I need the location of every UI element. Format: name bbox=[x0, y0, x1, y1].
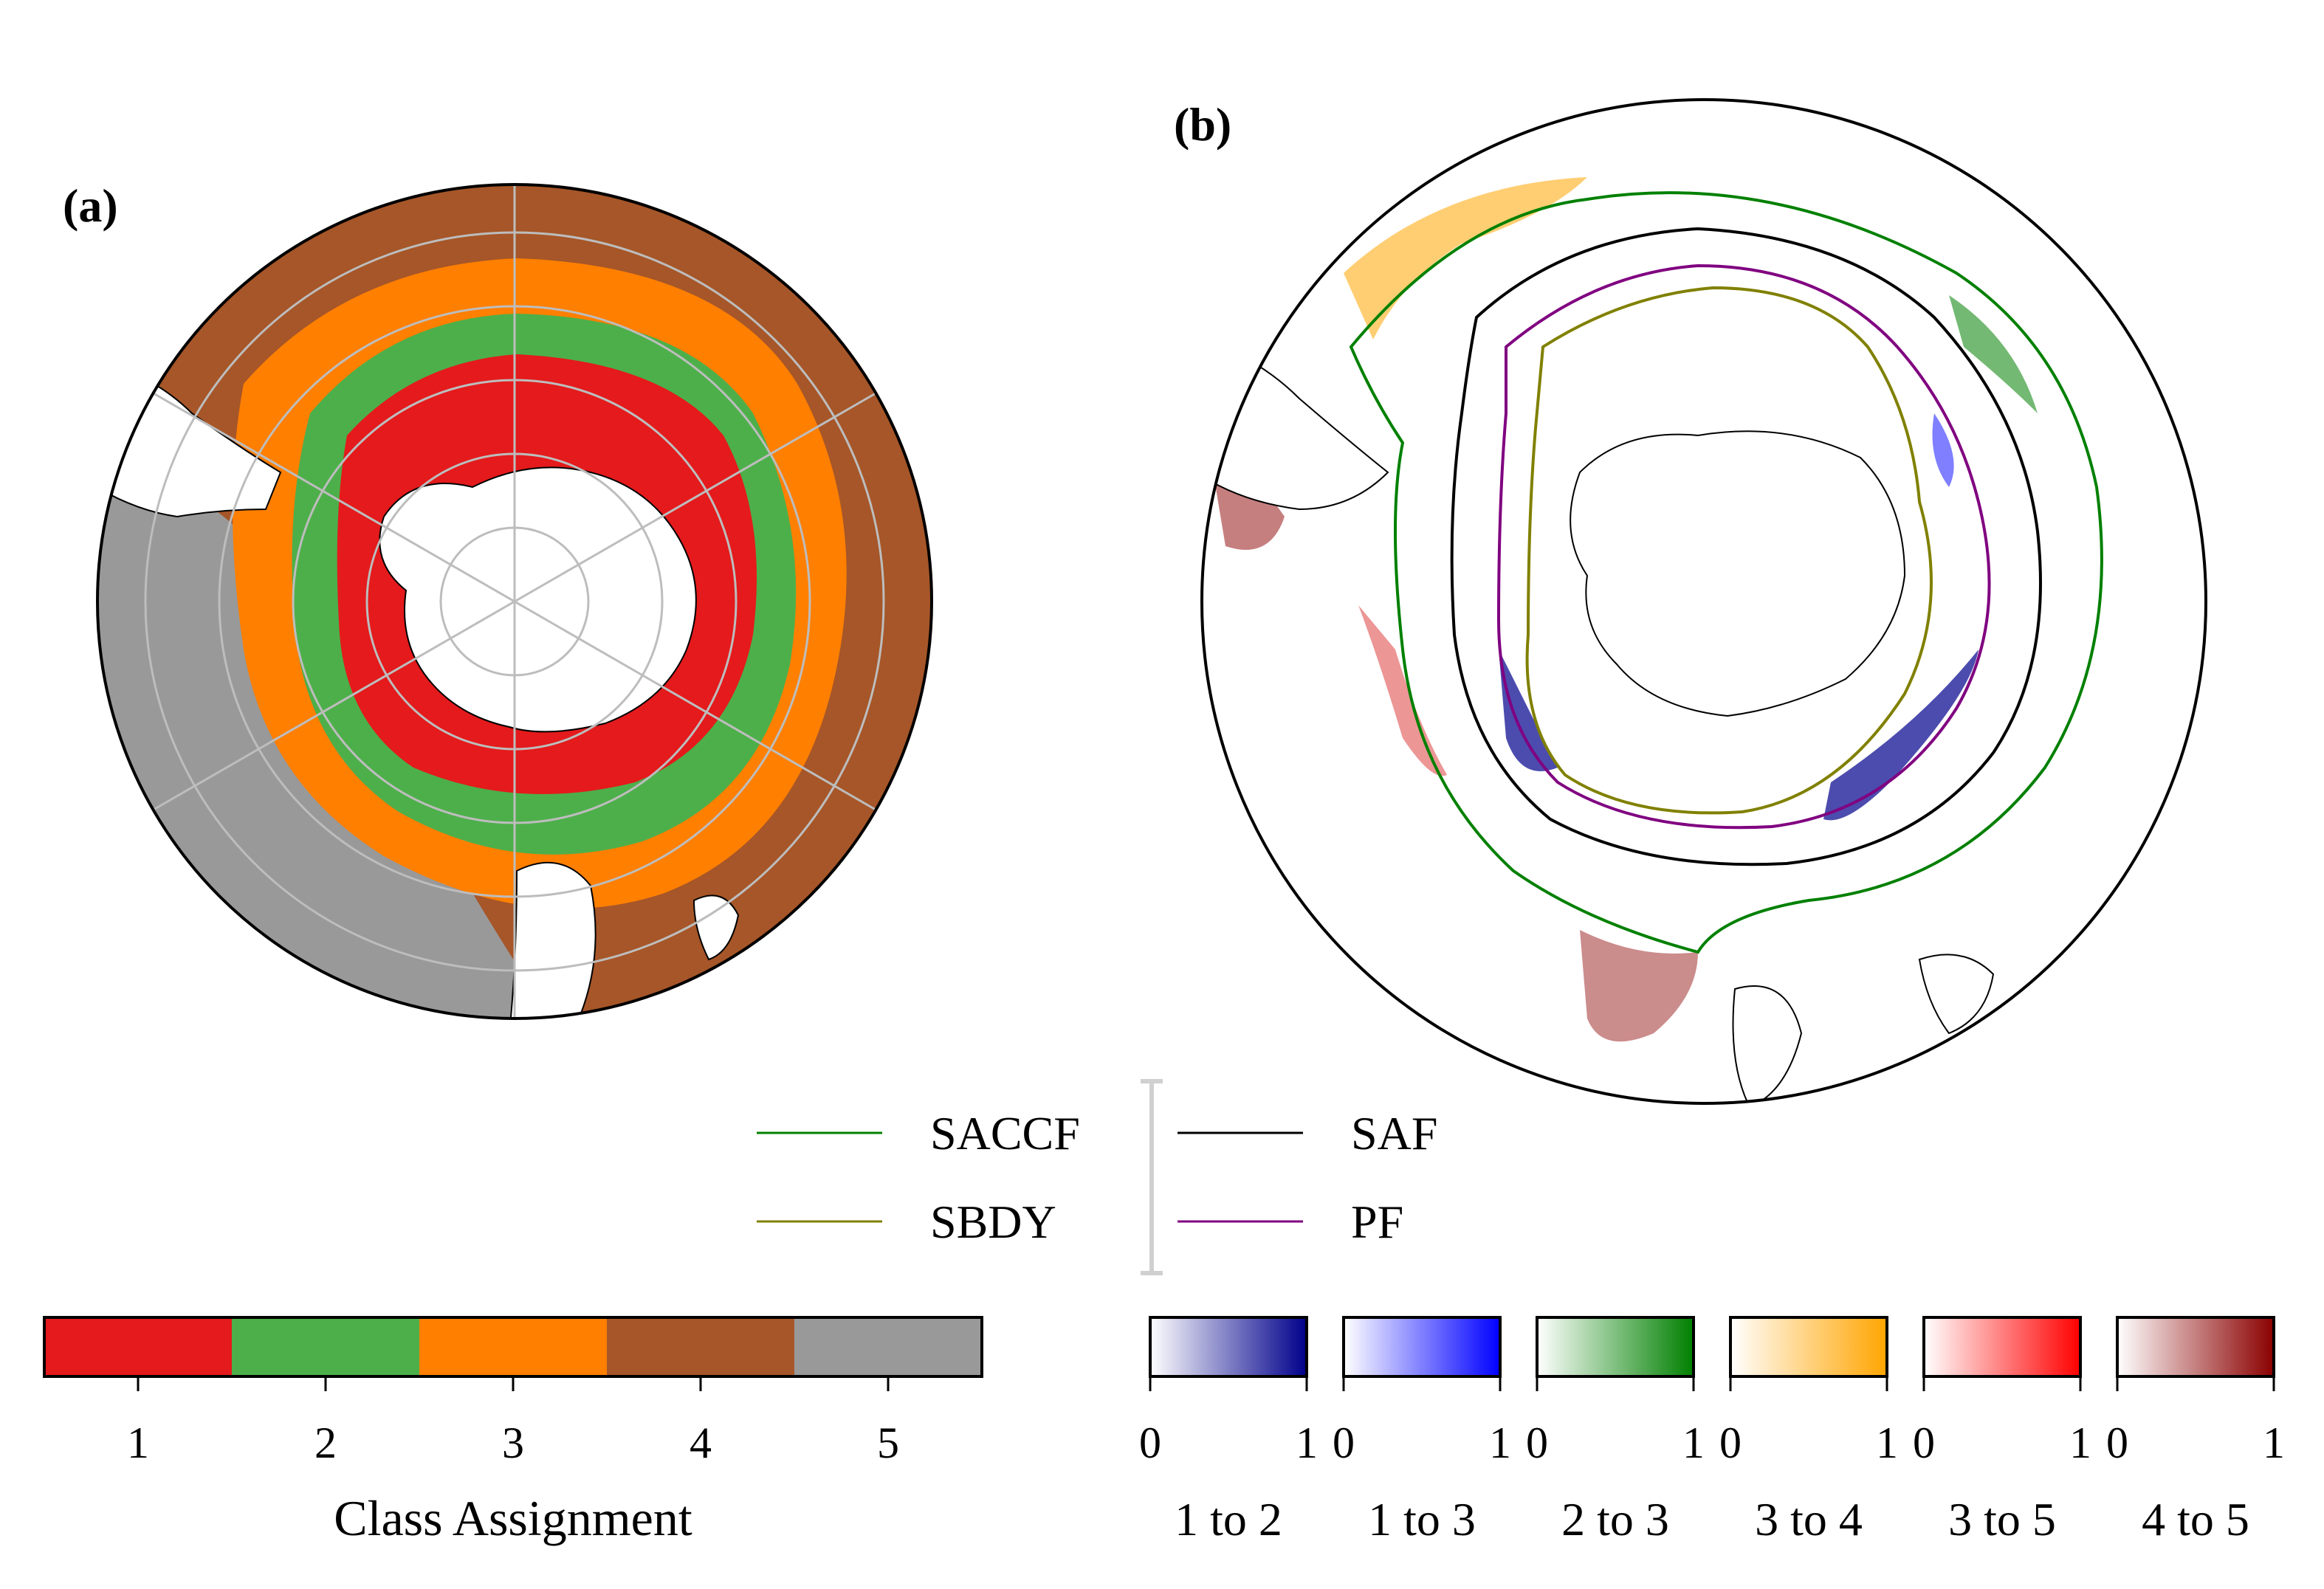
transition-min-1-to-2: 0 bbox=[1139, 1419, 1161, 1467]
new-zealand bbox=[692, 895, 740, 961]
transition-label-3-to-5: 3 to 5 bbox=[1948, 1493, 2056, 1545]
transition-max-2-to-3: 1 bbox=[1682, 1419, 1705, 1467]
panel-a-frame bbox=[96, 183, 933, 1020]
transition-label-4-to-5: 4 to 5 bbox=[2142, 1493, 2249, 1545]
transition-map bbox=[1202, 100, 2206, 1103]
transition-2-to-3-area bbox=[1949, 295, 2038, 413]
legend-label-saccf: SACCF bbox=[930, 1107, 1080, 1159]
transition-bar-2-to-3 bbox=[1536, 1316, 1695, 1378]
transition-max-1-to-3: 1 bbox=[1489, 1419, 1511, 1467]
legend-label-pf: PF bbox=[1351, 1196, 1403, 1248]
transition-label-2-to-3: 2 to 3 bbox=[1561, 1493, 1669, 1545]
transition-max-1-to-2: 1 bbox=[1296, 1419, 1318, 1467]
class-colorbar: 1 2 3 4 5 Class Assignment bbox=[43, 1316, 983, 1546]
class-tick-2: 2 bbox=[314, 1419, 337, 1467]
saf-front bbox=[1450, 227, 2042, 866]
transition-bar-1-to-3 bbox=[1342, 1316, 1502, 1378]
class-tick-3: 3 bbox=[502, 1419, 524, 1467]
transition-3-to-5-area bbox=[1358, 605, 1447, 776]
class-swatch-3 bbox=[419, 1317, 607, 1376]
transition-min-1-to-3: 0 bbox=[1333, 1419, 1355, 1467]
saccf-front bbox=[1349, 191, 2103, 954]
panel-b-label: (b) bbox=[1174, 98, 1231, 151]
class-tick-1: 1 bbox=[127, 1419, 149, 1467]
australia-b bbox=[1732, 985, 1803, 1103]
transition-max-4-to-5: 1 bbox=[2263, 1419, 2285, 1467]
legend-label-sbdy: SBDY bbox=[930, 1196, 1056, 1248]
new-zealand-b bbox=[1918, 954, 1995, 1035]
transition-bar-3-to-5 bbox=[1922, 1316, 2082, 1378]
pf-front bbox=[1496, 263, 1991, 830]
class-swatch-1 bbox=[44, 1317, 232, 1376]
transition-colorbars: 0 1 1 to 2 0 1 1 to 3 0 1 2 to 3 0 1 3 t… bbox=[1139, 1316, 2285, 1545]
class-map bbox=[97, 185, 932, 1018]
panel-a-label: (a) bbox=[63, 179, 118, 232]
transition-4-to-5-area-south bbox=[1580, 930, 1698, 1042]
fronts-legend: SACCF SBDY SAF PF bbox=[757, 1079, 1437, 1275]
class-tick-4: 4 bbox=[690, 1419, 712, 1467]
class-colorbar-title: Class Assignment bbox=[334, 1490, 692, 1546]
transition-min-4-to-5: 0 bbox=[2106, 1419, 2128, 1467]
transition-min-2-to-3: 0 bbox=[1526, 1419, 1548, 1467]
transition-max-3-to-5: 1 bbox=[2069, 1419, 2091, 1467]
antarctica bbox=[379, 466, 697, 733]
transition-bar-1-to-2 bbox=[1149, 1316, 1308, 1378]
transition-label-1-to-3: 1 to 3 bbox=[1368, 1493, 1476, 1545]
transition-min-3-to-5: 0 bbox=[1913, 1419, 1935, 1467]
class-tick-5: 5 bbox=[877, 1419, 899, 1467]
transition-label-1-to-2: 1 to 2 bbox=[1175, 1493, 1282, 1545]
transition-3-to-4-area bbox=[1344, 177, 1587, 339]
transition-min-3-to-4: 0 bbox=[1719, 1419, 1742, 1467]
legend-label-saf: SAF bbox=[1351, 1107, 1437, 1159]
class-swatch-4 bbox=[607, 1317, 794, 1376]
transition-bar-3-to-4 bbox=[1729, 1316, 1888, 1378]
class-swatch-2 bbox=[232, 1317, 419, 1376]
graticule bbox=[144, 185, 885, 1018]
transition-bar-4-to-5 bbox=[2116, 1316, 2275, 1378]
class-swatch-5 bbox=[794, 1317, 982, 1376]
transition-label-3-to-4: 3 to 4 bbox=[1755, 1493, 1863, 1545]
transition-1-to-2-area-east bbox=[1823, 649, 1979, 821]
panel-b-frame bbox=[1200, 98, 2207, 1105]
transition-1-to-3-area bbox=[1932, 413, 1954, 487]
transition-max-3-to-4: 1 bbox=[1876, 1419, 1898, 1467]
antarctica-b bbox=[1570, 430, 1906, 717]
sbdy-front bbox=[1525, 286, 1933, 815]
